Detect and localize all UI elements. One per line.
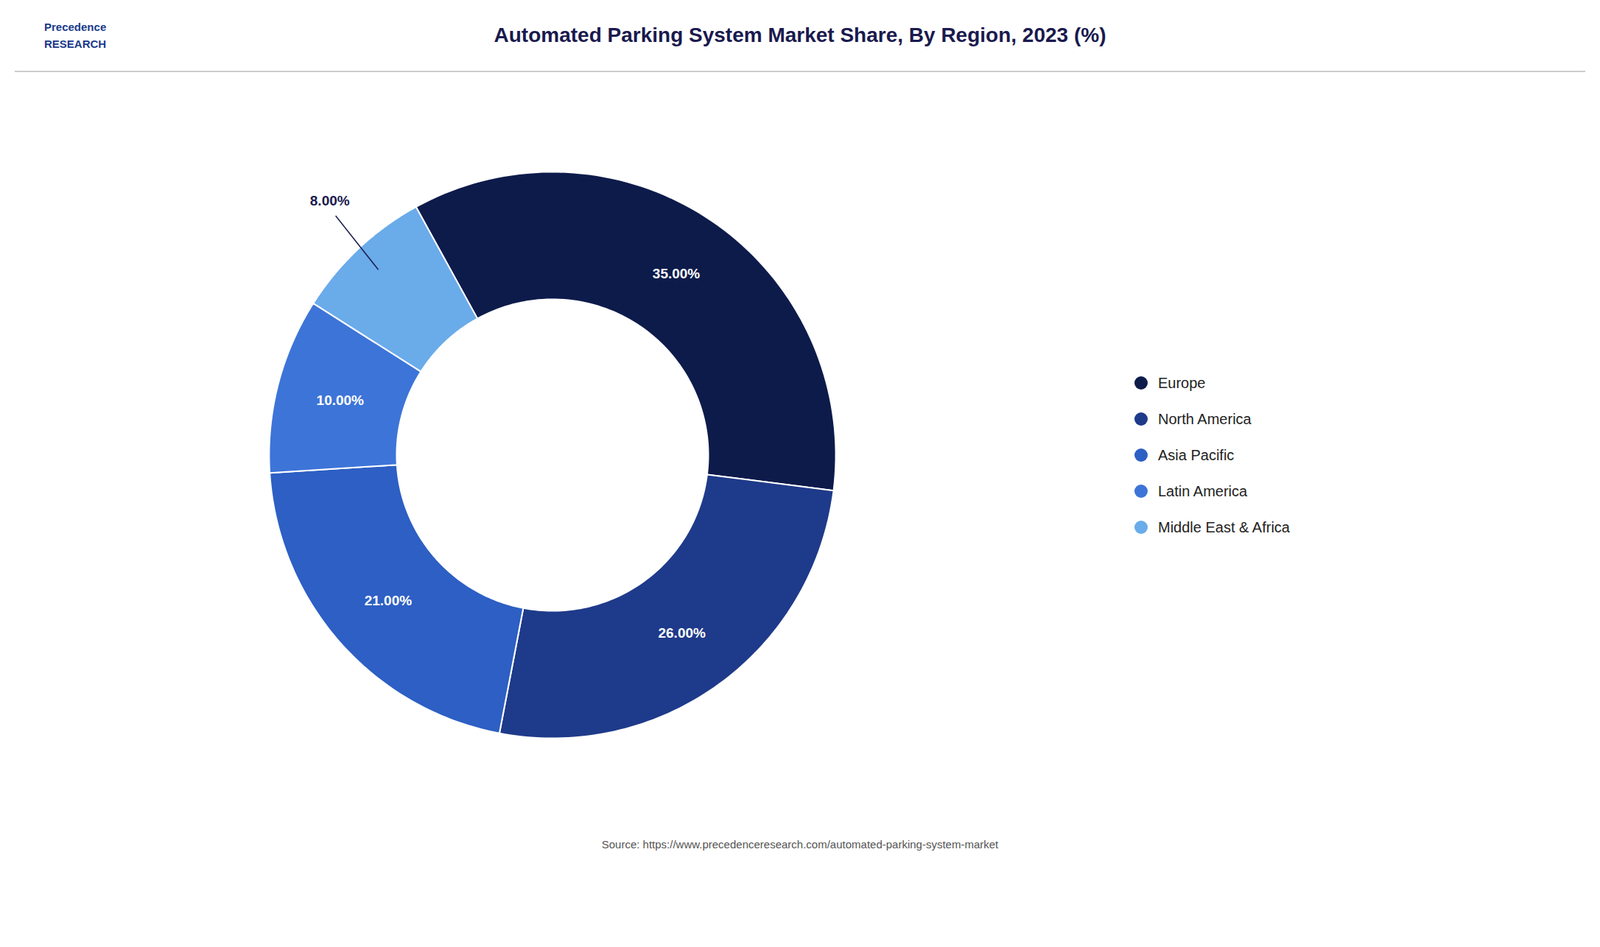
- html-text:Europe: Europe: [1158, 374, 1206, 391]
- svg-text:10.00%: 10.00%: [316, 392, 365, 409]
- html-text:North America: North America: [1158, 410, 1252, 427]
- html-text:Source: https://www.precedence: Source: https://www.precedenceresearch.c…: [601, 838, 999, 851]
- html-text:Middle East & Africa: Middle East & Africa: [1158, 518, 1290, 536]
- html-text:Precedence RESEARCH: Precedence RESEARCH: [44, 20, 107, 50]
- svg-text:8.00%: 8.00%: [310, 193, 350, 209]
- svg-text:26.00%: 26.00%: [657, 625, 706, 641]
- svg-text:35.00%: 35.00%: [652, 265, 701, 282]
- html-text:Automated Parking System Marke: Automated Parking System Market Share, B…: [493, 23, 1107, 47]
- svg-text:21.00%: 21.00%: [364, 593, 413, 609]
- html-text:Asia Pacific: Asia Pacific: [1158, 446, 1235, 463]
- html-text:Latin America: Latin America: [1158, 482, 1248, 500]
